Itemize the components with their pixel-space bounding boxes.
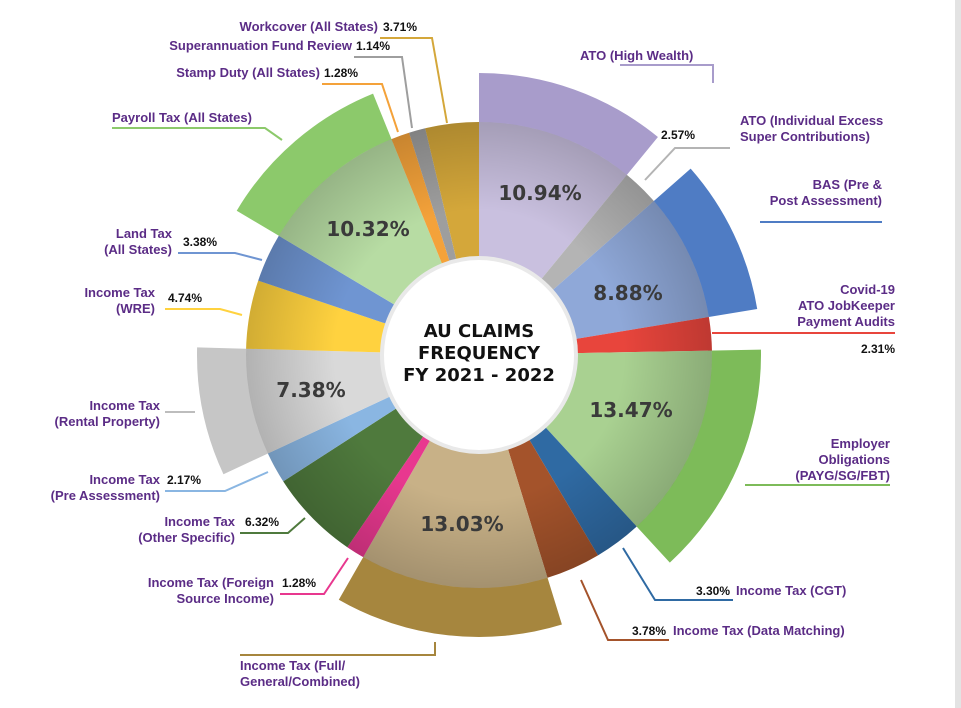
- pct-other-specific: 6.32%: [245, 515, 279, 529]
- slice-outer-ato-high-wealth: [479, 73, 658, 179]
- slice-outer-bas: [650, 168, 758, 318]
- label-foreign-source: Income Tax (Foreign Source Income): [148, 575, 274, 606]
- leader-line-wre: [165, 308, 243, 316]
- label-wre: Income Tax (WRE): [84, 285, 155, 316]
- leader-line-ato-excess-super: [644, 147, 730, 181]
- pct-super-fund-review: 1.14%: [356, 39, 390, 53]
- leader-line-other-specific: [240, 517, 306, 534]
- label-ato-high-wealth: ATO (High Wealth): [580, 48, 693, 63]
- label-ato-excess-super: ATO (Individual Excess Super Contribution…: [740, 113, 883, 144]
- label-employer-obligations: Employer Obligations (PAYG/SG/FBT): [795, 436, 890, 483]
- pct-data-matching: 3.78%: [632, 624, 666, 638]
- pct-employer-obligations: 13.47%: [589, 398, 672, 422]
- pct-foreign-source: 1.28%: [282, 576, 316, 590]
- leader-line-stamp-duty: [322, 83, 399, 133]
- pct-stamp-duty: 1.28%: [324, 66, 358, 80]
- slice-outer-full-general: [338, 553, 562, 637]
- page-edge: [955, 0, 961, 708]
- leader-line-data-matching: [580, 579, 669, 641]
- pct-ato-excess-super: 2.57%: [661, 128, 695, 142]
- leader-line-workcover: [380, 37, 448, 124]
- label-workcover: Workcover (All States): [240, 19, 378, 34]
- label-payroll-tax: Payroll Tax (All States): [112, 110, 252, 125]
- pct-full-general: 13.03%: [420, 512, 503, 536]
- leader-line-foreign-source: [280, 557, 349, 595]
- leader-line-full-general: [240, 642, 436, 656]
- leader-line-ato-high-wealth: [620, 64, 714, 83]
- pct-bas: 8.88%: [593, 281, 662, 305]
- label-rental-property: Income Tax (Rental Property): [55, 398, 161, 429]
- pct-rental-property: 7.38%: [276, 378, 345, 402]
- label-stamp-duty: Stamp Duty (All States): [176, 65, 320, 80]
- label-super-fund-review: Superannuation Fund Review: [169, 38, 353, 53]
- leader-line-pre-assessment: [165, 471, 269, 492]
- pct-wre: 4.74%: [168, 291, 202, 305]
- leader-line-cgt: [622, 547, 733, 601]
- donut-hole: [380, 256, 578, 454]
- pct-cgt: 3.30%: [696, 584, 730, 598]
- pct-land-tax: 3.38%: [183, 235, 217, 249]
- chart-title: AU CLAIMS FREQUENCY FY 2021 - 2022: [403, 321, 555, 386]
- slice-outer-employer-obligations: [633, 349, 761, 563]
- slice-outer-payroll-tax: [236, 93, 393, 238]
- label-bas: BAS (Pre & Post Assessment): [770, 177, 882, 208]
- leader-line-land-tax: [178, 252, 263, 261]
- label-full-general: Income Tax (Full/General/Combined): [240, 658, 360, 689]
- label-other-specific: Income Tax (Other Specific): [138, 514, 236, 545]
- label-data-matching: Income Tax (Data Matching): [673, 623, 845, 638]
- leader-line-payroll-tax: [112, 127, 283, 141]
- label-pre-assessment: Income Tax (Pre Assessment): [51, 472, 161, 503]
- leader-line-super-fund-review: [354, 56, 413, 129]
- pct-jobkeeper: 2.31%: [861, 342, 895, 356]
- pct-payroll-tax: 10.32%: [326, 217, 409, 241]
- label-cgt: Income Tax (CGT): [736, 583, 846, 598]
- slice-outer-rental-property: [196, 347, 272, 475]
- pct-workcover: 3.71%: [383, 20, 417, 34]
- label-land-tax: Land Tax (All States): [104, 226, 173, 257]
- label-jobkeeper: Covid-19 ATO JobKeeper Payment Audits: [797, 282, 895, 329]
- pct-pre-assessment: 2.17%: [167, 473, 201, 487]
- pct-ato-high-wealth: 10.94%: [498, 181, 581, 205]
